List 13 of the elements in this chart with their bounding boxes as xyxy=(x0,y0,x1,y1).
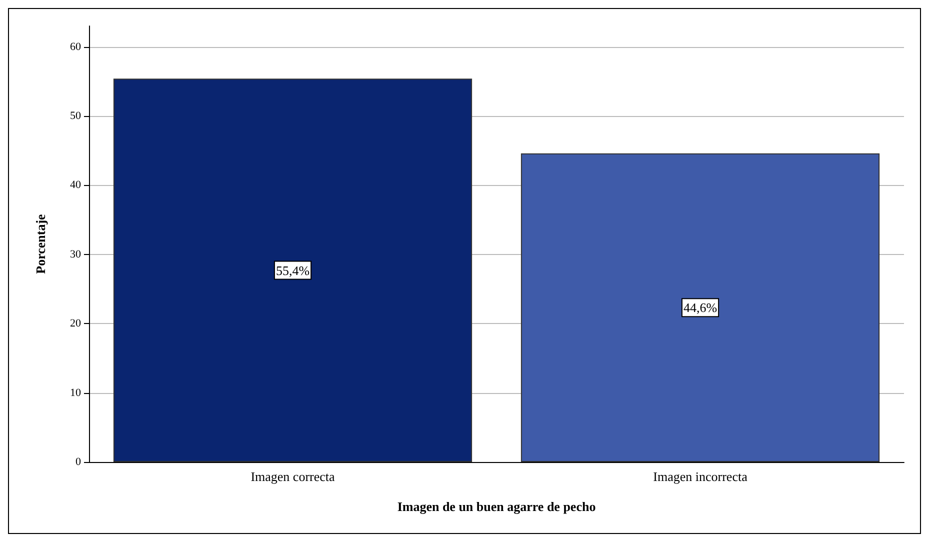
data-label: 55,4% xyxy=(276,262,310,278)
y-tick-label: 40 xyxy=(70,179,82,192)
y-tick-label: 30 xyxy=(70,248,82,260)
x-tick-label: Imagen incorrecta xyxy=(653,469,748,484)
y-tick-label: 20 xyxy=(70,318,82,330)
y-axis-title: Porcentaje xyxy=(33,214,48,274)
y-tick-label: 60 xyxy=(70,40,82,53)
data-label: 44,6% xyxy=(683,300,718,316)
y-tick-label: 50 xyxy=(70,110,82,122)
x-axis-title: Imagen de un buen agarre de pecho xyxy=(397,499,596,514)
x-tick-label: Imagen correcta xyxy=(250,469,336,484)
y-tick-label: 0 xyxy=(76,456,82,468)
y-tick-label: 10 xyxy=(70,386,82,399)
